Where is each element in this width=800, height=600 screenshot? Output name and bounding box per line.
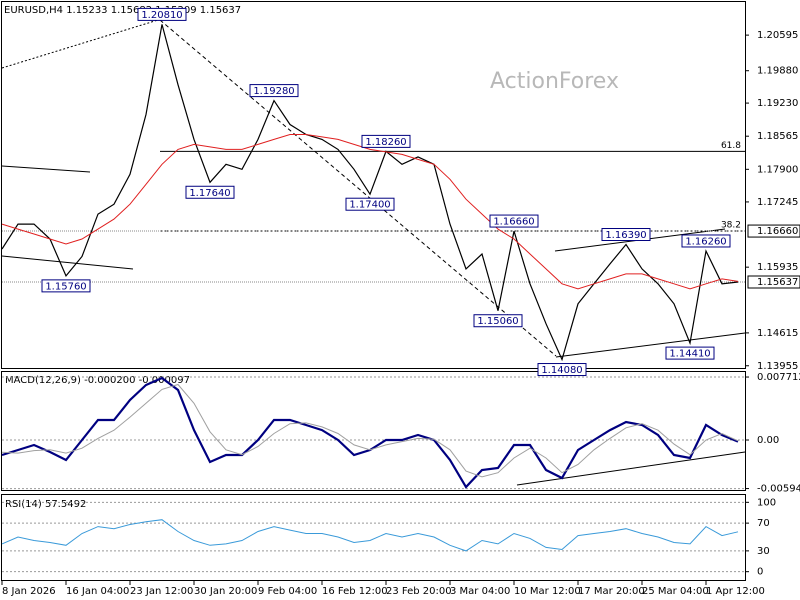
annotation-label: 1.16260 <box>685 236 726 247</box>
annotation-box <box>185 185 235 199</box>
price-label-box <box>747 224 800 238</box>
y-tick-label: 1.19230 <box>757 98 798 109</box>
annotation-box <box>665 346 715 360</box>
rsi-line <box>1 519 739 552</box>
x-tick-label: 8 Jan 2026 <box>2 586 56 597</box>
y-tick-label: 1.14615 <box>757 328 798 339</box>
annotation-label: 1.17400 <box>349 200 390 211</box>
x-tick-label: 23 Jan 12:00 <box>130 586 193 597</box>
y-tick-label: 1.13955 <box>757 361 798 372</box>
moving-average <box>1 134 739 290</box>
macd-panel-frame <box>1 371 746 491</box>
watermark: ActionForex <box>490 69 619 94</box>
x-tick-label: 1 Apr 12:00 <box>706 586 765 597</box>
trend-line <box>1 19 159 69</box>
trend-line <box>516 451 746 486</box>
price-panel-frame <box>1 1 746 369</box>
annotation-box <box>537 363 587 377</box>
annotation-box <box>249 84 299 98</box>
signal-line <box>1 383 739 478</box>
y-tick-label: -0.005944 <box>757 484 800 495</box>
price-line <box>1 24 739 362</box>
trend-line <box>1 165 91 173</box>
annotation-label: 1.15760 <box>45 281 86 292</box>
x-tick-label: 9 Feb 04:00 <box>258 586 317 597</box>
annotation-label: 1.14080 <box>541 365 582 376</box>
y-tick-label: 0.00 <box>757 435 779 446</box>
y-tick-label: 30 <box>757 546 770 557</box>
annotation-box <box>41 279 91 293</box>
annotation-box <box>601 228 651 242</box>
trend-line <box>159 19 557 357</box>
annotation-label: 1.14410 <box>669 349 710 360</box>
x-tick-label: 16 Feb 12:00 <box>322 586 388 597</box>
y-tick-label: 1.15935 <box>757 262 798 273</box>
fib-level-label: 38.2 <box>721 221 741 231</box>
price-title: EURUSD,H4 1.15233 1.15682 1.15209 1.1563… <box>4 5 241 16</box>
annotation-box <box>137 7 187 21</box>
annotation-box <box>681 234 731 248</box>
rsi-title: RSI(14) 57.5492 <box>5 499 86 510</box>
annotation-label: 1.19280 <box>253 86 294 97</box>
macd-title: MACD(12,26,9) -0.000200 -0.000097 <box>5 375 190 386</box>
x-tick-label: 25 Mar 04:00 <box>642 586 709 597</box>
fib-level-label: 61.8 <box>721 141 741 151</box>
annotation-box <box>489 214 539 228</box>
annotation-box <box>473 314 523 328</box>
annotation-label: 1.16660 <box>493 217 534 228</box>
trend-line <box>555 332 746 358</box>
x-tick-label: 17 Mar 20:00 <box>578 586 645 597</box>
x-tick-label: 16 Jan 04:00 <box>66 586 129 597</box>
y-tick-label: 1.18565 <box>757 131 798 142</box>
x-tick-label: 10 Mar 12:00 <box>514 586 581 597</box>
y-tick-label: 100 <box>757 497 776 508</box>
annotation-box <box>361 134 411 148</box>
price-label: 1.16660 <box>757 226 798 237</box>
annotation-box <box>345 197 395 211</box>
y-tick-label: 0.007712 <box>757 372 800 383</box>
y-tick-label: 70 <box>757 518 770 529</box>
x-tick-label: 23 Feb 20:00 <box>386 586 452 597</box>
annotation-label: 1.18260 <box>365 137 406 148</box>
price-label-box <box>747 275 800 289</box>
annotation-label: 1.17640 <box>189 188 230 199</box>
y-tick-label: 1.19880 <box>757 66 798 77</box>
annotation-label: 1.20810 <box>141 10 182 21</box>
annotation-label: 1.16390 <box>605 230 646 241</box>
y-tick-label: 0 <box>757 567 763 578</box>
y-tick-label: 1.20595 <box>757 30 798 41</box>
y-tick-label: 1.17245 <box>757 197 798 208</box>
price-label: 1.15637 <box>757 277 798 288</box>
annotation-label: 1.15060 <box>477 316 518 327</box>
y-tick-label: 1.17900 <box>757 164 798 175</box>
x-tick-label: 3 Mar 04:00 <box>450 586 510 597</box>
x-tick-label: 30 Jan 20:00 <box>194 586 257 597</box>
trend-line <box>1 255 134 270</box>
rsi-panel-frame <box>1 494 746 581</box>
